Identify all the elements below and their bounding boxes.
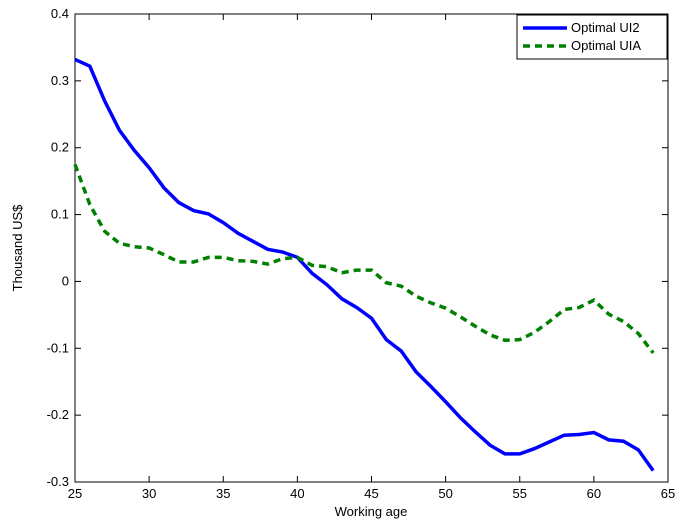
x-tick-label: 50 — [438, 486, 452, 501]
legend-box — [516, 14, 668, 60]
plot-frame — [74, 13, 669, 483]
y-tick-label: 0.4 — [51, 6, 69, 21]
series-line — [73, 163, 655, 355]
y-tick-label: -0.2 — [47, 407, 69, 422]
y-tick-label: 0.2 — [51, 140, 69, 155]
y-tick-label: 0.1 — [51, 207, 69, 222]
x-tick-label: 55 — [513, 486, 527, 501]
x-tick-label: 30 — [142, 486, 156, 501]
x-tick-label: 60 — [587, 486, 601, 501]
x-tick-label: 25 — [68, 486, 82, 501]
y-tick-label: 0 — [62, 273, 69, 288]
y-tick-label: 0.3 — [51, 73, 69, 88]
y-tick-label: -0.1 — [47, 340, 69, 355]
y-axis-label: Thousand US$ — [10, 204, 25, 291]
legend-label: Optimal UI2 — [571, 20, 640, 35]
legend-label: Optimal UIA — [571, 38, 641, 53]
x-axis-label: Working age — [335, 504, 408, 519]
series-line — [74, 57, 655, 472]
x-tick-label: 65 — [661, 486, 675, 501]
x-tick-label: 45 — [364, 486, 378, 501]
x-tick-label: 35 — [216, 486, 230, 501]
x-tick-label: 40 — [290, 486, 304, 501]
y-tick-label: -0.3 — [47, 474, 69, 489]
